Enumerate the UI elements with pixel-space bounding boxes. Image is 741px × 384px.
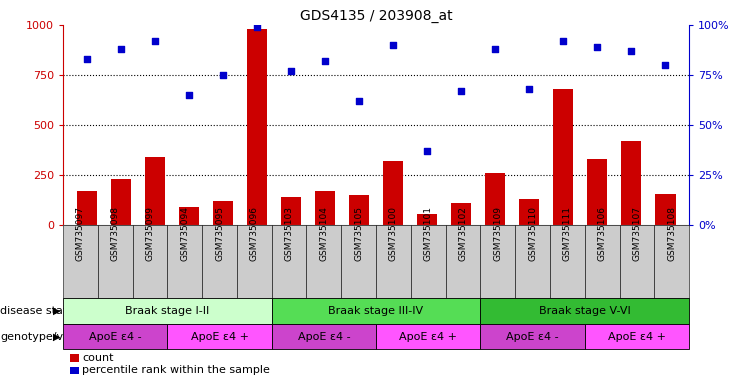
Point: [115, 46, 127, 52]
Text: GSM735097: GSM735097: [76, 206, 85, 261]
Point: [81, 56, 93, 62]
Bar: [315, 191, 335, 225]
Point: [659, 62, 671, 68]
Point: [353, 98, 365, 104]
Bar: [349, 195, 369, 225]
Point: [285, 68, 297, 74]
Point: [387, 42, 399, 48]
Text: GSM735102: GSM735102: [459, 206, 468, 261]
Text: GSM735109: GSM735109: [494, 206, 502, 261]
Bar: [144, 157, 165, 225]
Text: count: count: [82, 353, 114, 363]
Bar: [281, 197, 301, 225]
Bar: [621, 141, 642, 225]
Text: GSM735104: GSM735104: [319, 206, 328, 261]
Point: [455, 88, 467, 94]
Bar: [655, 194, 676, 225]
Text: GSM735094: GSM735094: [180, 206, 189, 261]
Point: [183, 92, 195, 98]
Point: [319, 58, 331, 64]
Text: ▶: ▶: [53, 332, 60, 342]
Text: ApoE ε4 +: ApoE ε4 +: [608, 332, 666, 342]
Text: GSM735107: GSM735107: [633, 206, 642, 261]
Point: [557, 38, 569, 44]
Text: ApoE ε4 +: ApoE ε4 +: [399, 332, 457, 342]
Point: [523, 86, 535, 92]
Text: GSM735095: GSM735095: [215, 206, 224, 261]
Text: Braak stage I-II: Braak stage I-II: [125, 306, 210, 316]
Text: ApoE ε4 -: ApoE ε4 -: [89, 332, 142, 342]
Point: [625, 48, 637, 54]
Bar: [417, 214, 437, 225]
Point: [217, 72, 229, 78]
Text: GSM735111: GSM735111: [563, 206, 572, 261]
Bar: [383, 161, 403, 225]
Bar: [587, 159, 608, 225]
Bar: [519, 199, 539, 225]
Point: [489, 46, 501, 52]
Text: ApoE ε4 -: ApoE ε4 -: [298, 332, 350, 342]
Bar: [451, 203, 471, 225]
Text: Braak stage III-IV: Braak stage III-IV: [328, 306, 424, 316]
Bar: [76, 191, 97, 225]
Title: GDS4135 / 203908_at: GDS4135 / 203908_at: [300, 8, 452, 23]
Text: genotype/variation: genotype/variation: [0, 332, 106, 342]
Text: GSM735110: GSM735110: [528, 206, 537, 261]
Text: percentile rank within the sample: percentile rank within the sample: [82, 366, 270, 376]
Text: ▶: ▶: [53, 306, 60, 316]
Text: GSM735099: GSM735099: [145, 206, 154, 261]
Text: GSM735096: GSM735096: [250, 206, 259, 261]
Text: GSM735105: GSM735105: [354, 206, 363, 261]
Point: [251, 24, 263, 30]
Bar: [553, 89, 574, 225]
Text: ApoE ε4 +: ApoE ε4 +: [190, 332, 248, 342]
Text: GSM735100: GSM735100: [389, 206, 398, 261]
Text: GSM735106: GSM735106: [598, 206, 607, 261]
Bar: [110, 179, 131, 225]
Point: [421, 148, 433, 154]
Bar: [179, 207, 199, 225]
Text: GSM735108: GSM735108: [667, 206, 677, 261]
Text: disease state: disease state: [0, 306, 74, 316]
Text: GSM735101: GSM735101: [424, 206, 433, 261]
Bar: [485, 173, 505, 225]
Text: ApoE ε4 -: ApoE ε4 -: [506, 332, 559, 342]
Point: [149, 38, 161, 44]
Bar: [213, 201, 233, 225]
Point: [591, 44, 603, 50]
Bar: [247, 29, 268, 225]
Text: GSM735103: GSM735103: [285, 206, 293, 261]
Text: Braak stage V-VI: Braak stage V-VI: [539, 306, 631, 316]
Text: GSM735098: GSM735098: [110, 206, 119, 261]
